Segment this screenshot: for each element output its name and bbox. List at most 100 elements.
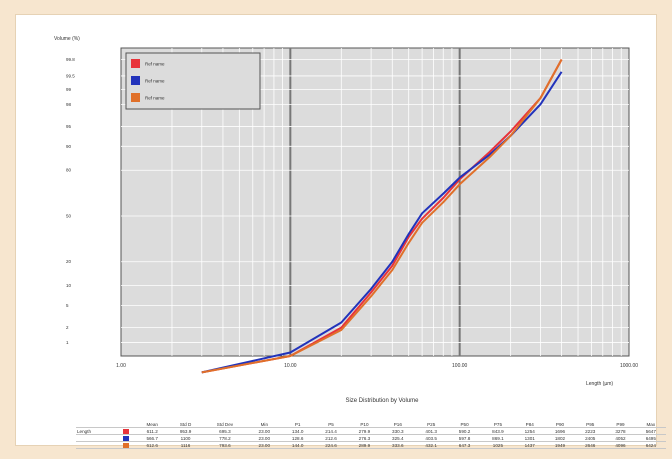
stats-color-swatch: [122, 435, 129, 441]
stats-table: Mean Std D Std Dev Min P1 P5 P10 P16 P25 P50 P75 P8…: [76, 421, 666, 449]
plot-area: 1.00 10.00 100.00 1000.00 1 2 5 10 20 50 80 90 95 98 9…: [66, 47, 638, 374]
y-tick-label: 1: [66, 340, 69, 345]
legend-swatch: [131, 76, 140, 85]
stats-header-row: Mean Std D Std Dev Min P1 P5 P10 P16 P25 P50 P75 P8…: [76, 421, 666, 428]
stats-cell: 214.4: [314, 427, 348, 435]
stats-cell: 134.0: [280, 427, 315, 435]
legend-label: Ref name: [145, 79, 165, 84]
series-line: [201, 59, 563, 374]
stats-cell: 23.00: [247, 441, 281, 449]
stats-header-cell: P84: [514, 421, 545, 428]
stats-cell: 612.6: [135, 441, 169, 449]
y-tick-label: 10: [66, 283, 72, 288]
stats-cell: 597.8: [447, 434, 482, 442]
stats-cell: 23.00: [247, 434, 281, 442]
stats-cell: 289.9: [347, 441, 382, 449]
stats-cell: 144.0: [280, 441, 315, 449]
stats-cell: 778.2: [202, 434, 248, 442]
stats-cell: 6495: [635, 434, 666, 442]
stats-cell: 330.3: [381, 427, 415, 435]
y-tick-label: 80: [66, 168, 72, 173]
stats-header-cell: Max: [635, 421, 666, 428]
stats-header-cell: P10: [347, 421, 382, 428]
stats-swatch-cell: [115, 427, 136, 435]
stats-header-cell: P99: [605, 421, 636, 428]
legend-box: [125, 52, 261, 110]
stats-cell: 1949: [544, 441, 576, 449]
stats-cell: 403.5: [414, 434, 448, 442]
x-tick-label: 1000.00: [620, 363, 638, 369]
stats-row: Length 611.2 953.9 695.3 23.00 134.0 214.4 279.…: [76, 427, 666, 435]
stats-cell: 276.3: [347, 434, 382, 442]
stats-cell: 4096: [605, 441, 636, 449]
stats-header-cell: [115, 421, 136, 428]
stats-cell: 953.9: [168, 427, 203, 435]
stats-cell: 1116: [168, 441, 203, 449]
stats-cell: 1254: [514, 427, 545, 435]
stats-swatch-cell: [115, 434, 136, 442]
stats-cell: 611.2: [135, 427, 169, 435]
stats-cell: 1437: [514, 441, 545, 449]
y-tick-label: 99: [66, 87, 72, 92]
stats-header-cell: [76, 421, 116, 428]
stats-cell: 590.2: [447, 427, 482, 435]
chart-title: Size Distribution by Volume: [345, 398, 419, 404]
stats-cell: 1301: [514, 434, 545, 442]
stats-cell: 401.3: [414, 427, 448, 435]
stats-cell: 2223: [575, 427, 606, 435]
stats-cell: 869.1: [481, 434, 515, 442]
stats-cell: 566.7: [135, 434, 169, 442]
stats-header-cell: P90: [544, 421, 576, 428]
stats-cell: 793.6: [202, 441, 248, 449]
stats-row-label: [76, 441, 116, 449]
chart-panel: Volume (%) Length (µm) Size Distribution…: [15, 14, 666, 449]
stats-cell: 212.6: [314, 434, 348, 442]
stats-cell: 1696: [544, 427, 576, 435]
y-axis-label: Volume (%): [54, 36, 80, 42]
size-distribution-chart: Volume (%) Length (µm) Size Distribution…: [54, 36, 638, 404]
stats-cell: 1802: [544, 434, 576, 442]
legend-swatch: [131, 93, 140, 102]
stats-header-cell: P1: [280, 421, 315, 428]
stats-color-swatch: [122, 428, 129, 434]
y-tick-label: 20: [66, 259, 72, 264]
stats-header-cell: P95: [575, 421, 606, 428]
stats-header-cell: P50: [447, 421, 482, 428]
y-tick-label: 99.5: [66, 73, 75, 78]
x-tick-label: 10.00: [284, 363, 297, 369]
stats-cell: 5647: [635, 427, 666, 435]
stats-cell: 1100: [168, 434, 203, 442]
stats-cell: 325.4: [381, 434, 415, 442]
x-axis-label: Length (µm): [586, 381, 613, 387]
stats-color-swatch: [122, 442, 129, 448]
y-tick-label: 95: [66, 124, 72, 129]
stats-header-cell: P5: [314, 421, 348, 428]
stats-cell: 4052: [605, 434, 636, 442]
series-line: [201, 59, 563, 374]
stats-cell: 647.3: [447, 441, 482, 449]
stats-cell: 3278: [605, 427, 636, 435]
stats-cell: 6424: [635, 441, 666, 449]
stats-row: 566.7 1100 778.2 23.00 128.6 212.6 276.3 325.4 4…: [76, 434, 666, 442]
stats-header-cell: P25: [414, 421, 448, 428]
x-tick-label: 1.00: [116, 363, 126, 369]
stats-cell: 23.00: [247, 427, 281, 435]
stats-cell: 695.3: [202, 427, 248, 435]
stats-cell: 128.6: [280, 434, 315, 442]
stats-header-cell: Min: [247, 421, 281, 428]
y-tick-label: 99.8: [66, 57, 75, 62]
stats-cell: 2405: [575, 434, 606, 442]
y-tick-label: 50: [66, 213, 72, 218]
stats-cell: 279.9: [347, 427, 382, 435]
stats-header-cell: P16: [381, 421, 415, 428]
stats-swatch-cell: [115, 441, 136, 449]
stats-header-cell: Std D: [168, 421, 203, 428]
stats-header-cell: Std Dev: [202, 421, 248, 428]
stats-cell: 843.9: [481, 427, 515, 435]
stats-cell: 1025: [481, 441, 515, 449]
stats-header-cell: Mean: [135, 421, 169, 428]
x-tick-label: 100.00: [452, 363, 468, 369]
y-tick-label: 90: [66, 144, 72, 149]
stats-row-label: Length: [76, 427, 116, 435]
stats-cell: 2646: [575, 441, 606, 449]
